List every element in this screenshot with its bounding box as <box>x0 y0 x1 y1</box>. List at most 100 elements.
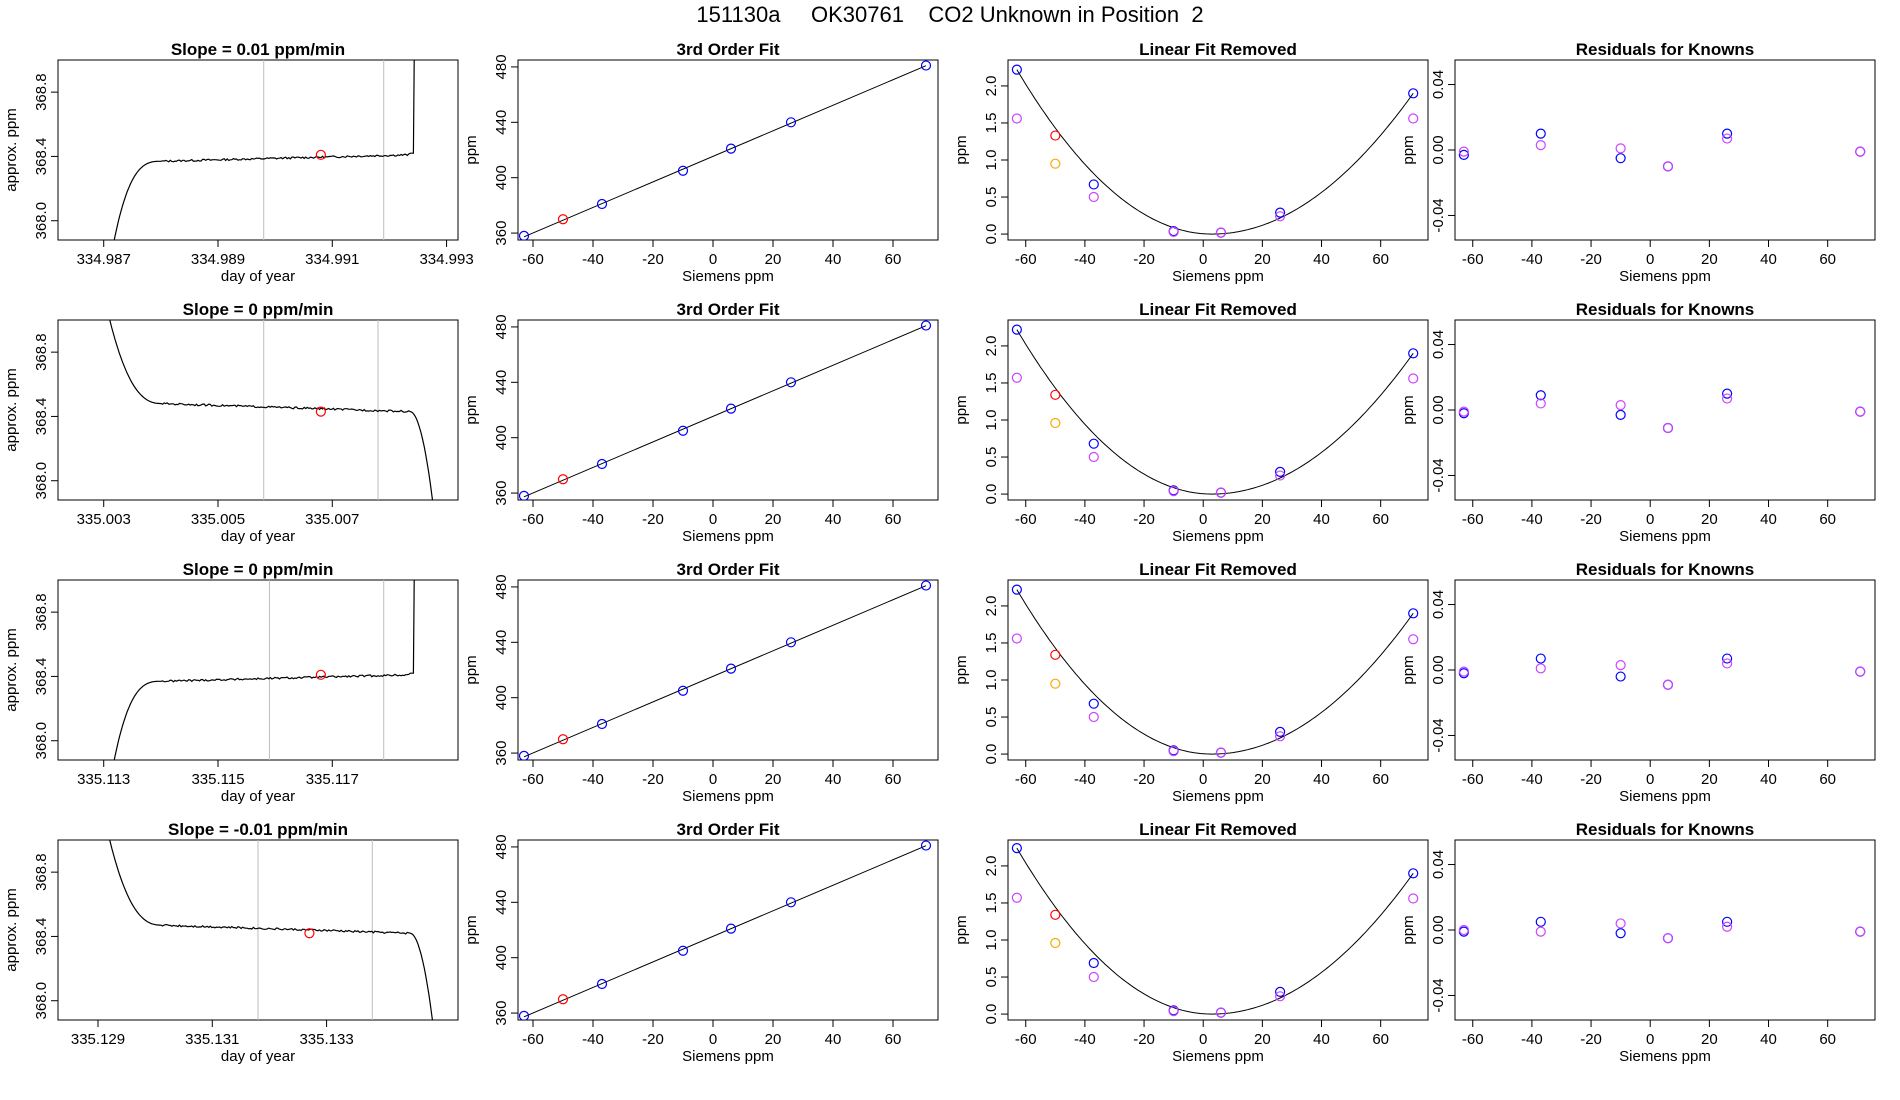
point-blue <box>1535 128 1546 139</box>
x-tick-label: 60 <box>1819 251 1836 268</box>
y-axis-label: ppm <box>1400 915 1417 944</box>
point-blue <box>677 945 689 956</box>
x-axis-label: Siemens ppm <box>682 788 774 805</box>
y-axis-label: ppm <box>953 915 970 944</box>
x-axis-label: Siemens ppm <box>1619 528 1711 545</box>
point-violet <box>1215 1007 1227 1018</box>
x-tick-label: 335.133 <box>299 1031 353 1048</box>
x-tick-label: 40 <box>1313 771 1330 788</box>
y-axis-label: ppm <box>463 655 480 684</box>
x-tick-label: -60 <box>1015 1031 1037 1048</box>
panel-r2-c2: 3rd Order Fit -60 -40 -20 0 20 40 60 Siemens ppm… <box>463 300 939 545</box>
x-tick-label: 0 <box>709 771 717 788</box>
point-violet <box>1215 747 1227 758</box>
point-blue <box>920 320 932 331</box>
x-tick-label: -20 <box>1580 1031 1602 1048</box>
x-axis-label: Siemens ppm <box>1172 788 1264 805</box>
point-blue <box>1088 698 1099 709</box>
y-axis-label: approx. ppm <box>3 888 20 971</box>
point-violet <box>1662 933 1674 944</box>
panel-r1-c2: 3rd Order Fit -60 -40 -20 0 20 40 60 Siemens ppm… <box>463 40 939 285</box>
y-tick-label: 1.5 <box>983 373 1000 394</box>
point-violet <box>1458 666 1469 677</box>
x-tick-label: 60 <box>1372 251 1389 268</box>
panel-title: Slope = -0.01 ppm/min <box>168 820 348 839</box>
x-axis-label: day of year <box>221 528 295 545</box>
panel-title: 3rd Order Fit <box>677 820 780 839</box>
point-blue <box>1088 957 1099 969</box>
point-blue <box>785 377 797 388</box>
x-tick-label: 20 <box>1701 1031 1718 1048</box>
plot-frame <box>1454 839 1876 1021</box>
point-violet <box>1408 113 1419 124</box>
point-blue <box>1722 128 1733 139</box>
point-red <box>1050 389 1061 400</box>
x-tick-label: -60 <box>522 251 544 268</box>
y-tick-label: 0.0 <box>983 744 1000 765</box>
point-violet <box>1408 634 1419 645</box>
point-blue <box>596 718 608 730</box>
x-axis-label: Siemens ppm <box>1172 268 1264 285</box>
point-violet <box>1275 211 1286 222</box>
point-violet <box>1011 633 1022 644</box>
fit-curve <box>1016 589 1414 755</box>
x-axis-label: Siemens ppm <box>682 528 774 545</box>
y-tick-label: 368.4 <box>33 398 50 436</box>
panel-title: Linear Fit Removed <box>1139 820 1297 839</box>
panel-title: Slope = 0.01 ppm/min <box>171 40 345 59</box>
x-tick-label: -40 <box>1074 511 1096 528</box>
point-violet <box>1535 663 1546 674</box>
y-axis-label: approx. ppm <box>3 368 20 451</box>
plot-area <box>518 840 932 1020</box>
x-tick-label: 60 <box>885 1031 902 1048</box>
x-tick-label: -60 <box>1015 771 1037 788</box>
point-blue <box>518 230 530 240</box>
x-tick-label: -60 <box>1015 251 1037 268</box>
x-tick-label: -60 <box>1462 771 1484 788</box>
y-tick-label: 0.5 <box>983 447 1000 468</box>
x-tick-label: 0 <box>1646 511 1654 528</box>
point-red <box>1050 649 1061 660</box>
point-violet <box>1615 143 1626 154</box>
point-blue <box>1011 843 1022 854</box>
x-tick-label: -60 <box>1462 1031 1484 1048</box>
point-violet <box>1408 893 1419 904</box>
point-blue <box>725 143 737 154</box>
y-tick-label: 440 <box>493 890 510 915</box>
panel-r2-c4: Residuals for Knowns -60 -40 -20 0 20 40 60 Siem… <box>1400 300 1876 545</box>
y-axis-label: ppm <box>953 395 970 424</box>
x-tick-label: 60 <box>885 251 902 268</box>
point-red <box>557 214 569 225</box>
point-orange <box>1050 158 1061 169</box>
point-red <box>1050 130 1061 141</box>
point-violet <box>1275 991 1286 1002</box>
point-violet <box>1615 659 1626 671</box>
y-tick-label: 368.8 <box>33 73 50 111</box>
y-tick-label: 0.00 <box>1430 655 1447 684</box>
panel-title: Residuals for Knowns <box>1576 300 1755 319</box>
fit-curve <box>1016 69 1414 235</box>
y-axis-label: ppm <box>463 915 480 944</box>
panel-r3-c3: Linear Fit Removed -60 -40 -20 0 20 40 60 Siemen… <box>953 560 1429 805</box>
panel-r1-c1: Slope = 0.01 ppm/min 334.987 334.989 334.99… <box>3 40 474 285</box>
mean-point <box>315 669 326 680</box>
point-violet <box>1722 658 1733 669</box>
y-tick-label: 440 <box>493 370 510 395</box>
y-tick-label: 1.0 <box>983 670 1000 691</box>
x-tick-label: 40 <box>1313 511 1330 528</box>
y-tick-label: 400 <box>493 425 510 450</box>
point-blue <box>1011 64 1022 75</box>
point-blue <box>677 165 689 176</box>
y-tick-label: 400 <box>493 165 510 190</box>
plot-area <box>1458 653 1866 690</box>
point-violet <box>1855 926 1866 937</box>
panel-title: Linear Fit Removed <box>1139 560 1297 579</box>
point-blue <box>1275 466 1286 477</box>
panel-r4-c3: Linear Fit Removed -60 -40 -20 0 20 40 60 Siemen… <box>953 820 1429 1065</box>
x-tick-label: 335.117 <box>306 771 359 788</box>
panel-r1-c4: Residuals for Knowns -60 -40 -20 0 20 40 60 Siem… <box>1400 40 1876 285</box>
y-tick-label: 1.5 <box>983 893 1000 914</box>
point-blue <box>596 458 608 470</box>
point-violet <box>1088 711 1099 723</box>
